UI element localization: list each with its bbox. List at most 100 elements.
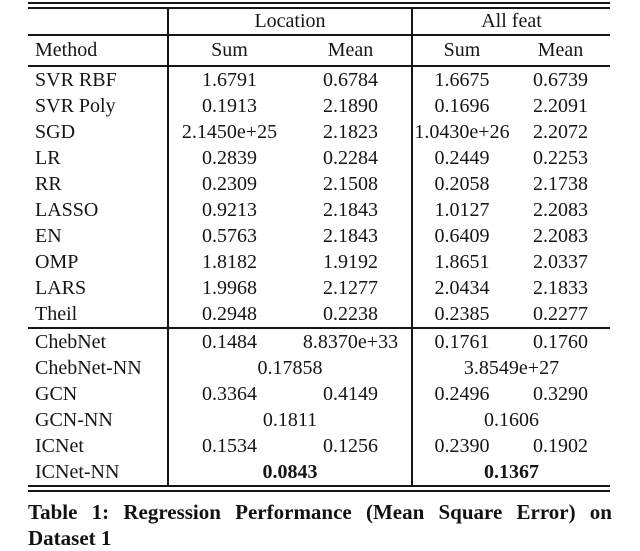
table-caption-line2: Dataset 1	[28, 526, 112, 550]
method-cell: LASSO	[35, 199, 99, 221]
method-cell: SVR Poly	[35, 95, 116, 117]
method-cell: OMP	[35, 251, 79, 273]
value-cell: 2.2083	[533, 225, 588, 247]
table-row-theil: Theil 0.2948 0.2238 0.2385 0.2277	[28, 301, 610, 328]
value-cell: 2.2091	[533, 95, 588, 117]
table-caption: Table 1: Regression Performance (Mean Sq…	[28, 499, 612, 551]
value-cell: 0.2385	[411, 301, 511, 328]
value-cell: 1.8182	[167, 249, 290, 275]
method-cell: LR	[35, 147, 61, 169]
value-cell: 0.1902	[533, 435, 588, 457]
value-cell: 0.1913	[167, 93, 290, 119]
value-cell: 2.1508	[323, 173, 378, 195]
value-cell: 2.2072	[533, 121, 588, 143]
value-cell: 0.1760	[533, 331, 588, 353]
col-header-method: Method	[35, 39, 98, 61]
graph-methods-section: ChebNet 0.1484 8.8370e+33 0.1761 0.1760 …	[28, 328, 610, 489]
value-cell: 2.1823	[323, 121, 378, 143]
group-header-all-feat: All feat	[411, 5, 610, 35]
table-header: Location All feat Method Sum Mean Sum Me…	[28, 5, 610, 66]
value-cell: 1.6675	[411, 66, 511, 93]
table-row-chebnet: ChebNet 0.1484 8.8370e+33 0.1761 0.1760	[28, 328, 610, 355]
value-cell: 0.2284	[323, 147, 378, 169]
value-cell-span: 0.17858	[167, 355, 412, 381]
method-cell: ICNet	[35, 435, 84, 457]
method-cell: SVR RBF	[35, 69, 117, 91]
table-row-gcn: GCN 0.3364 0.4149 0.2496 0.3290	[28, 381, 610, 407]
method-cell: ICNet-NN	[35, 461, 120, 483]
method-cell: RR	[35, 173, 62, 195]
value-cell-span-best: 0.0843	[167, 459, 412, 489]
value-cell: 0.2948	[167, 301, 290, 328]
value-cell: 2.1277	[323, 277, 378, 299]
value-cell: 0.1534	[167, 433, 290, 459]
value-cell: 0.1696	[411, 93, 511, 119]
value-cell: 0.2449	[411, 145, 511, 171]
value-cell: 0.6784	[323, 69, 378, 91]
value-cell: 2.2083	[533, 199, 588, 221]
value-cell: 1.0127	[411, 197, 511, 223]
table-row-sgd: SGD 2.1450e+25 2.1823 1.0430e+26 2.2072	[28, 119, 610, 145]
table-row-icnet: ICNet 0.1534 0.1256 0.2390 0.1902	[28, 433, 610, 459]
value-cell: 1.6791	[167, 66, 290, 93]
value-cell: 0.6739	[533, 69, 588, 91]
method-cell: GCN-NN	[35, 409, 113, 431]
value-cell: 0.9213	[167, 197, 290, 223]
value-cell: 0.1761	[411, 328, 511, 355]
value-cell-span: 3.8549e+27	[411, 355, 610, 381]
value-cell: 2.1833	[533, 277, 588, 299]
value-cell-span: 0.1606	[411, 407, 610, 433]
value-cell: 0.2238	[323, 303, 378, 325]
value-cell: 0.1484	[167, 328, 290, 355]
method-cell: ChebNet-NN	[35, 357, 142, 379]
table-row-svr-poly: SVR Poly 0.1913 2.1890 0.1696 2.2091	[28, 93, 610, 119]
value-cell: 2.1738	[533, 173, 588, 195]
baseline-methods-section: SVR RBF 1.6791 0.6784 1.6675 0.6739 SVR …	[28, 66, 610, 328]
table-row-en: EN 0.5763 2.1843 0.6409 2.2083	[28, 223, 610, 249]
col-header-location-mean: Mean	[327, 39, 374, 61]
method-cell: LARS	[35, 277, 87, 299]
value-cell: 0.2309	[167, 171, 290, 197]
table-row-lasso: LASSO 0.9213 2.1843 1.0127 2.2083	[28, 197, 610, 223]
col-header-allfeat-sum: Sum	[411, 35, 511, 66]
value-cell: 0.1256	[323, 435, 378, 457]
table-row-lr: LR 0.2839 0.2284 0.2449 0.2253	[28, 145, 610, 171]
regression-results-table: Location All feat Method Sum Mean Sum Me…	[28, 2, 610, 492]
value-cell: 1.8651	[411, 249, 511, 275]
col-header-location-sum: Sum	[167, 35, 290, 66]
column-header-row: Method Sum Mean Sum Mean	[28, 35, 610, 66]
value-cell: 2.1843	[323, 199, 378, 221]
table-row-svr-rbf: SVR RBF 1.6791 0.6784 1.6675 0.6739	[28, 66, 610, 93]
value-cell-span-best: 0.1367	[411, 459, 610, 489]
value-cell: 0.2253	[533, 147, 588, 169]
value-cell: 0.2277	[533, 303, 588, 325]
value-cell: 0.2496	[411, 381, 511, 407]
value-cell: 2.1890	[323, 95, 378, 117]
table-row-omp: OMP 1.8182 1.9192 1.8651 2.0337	[28, 249, 610, 275]
group-header-row: Location All feat	[28, 5, 610, 36]
value-cell: 2.0434	[411, 275, 511, 301]
corner-cell	[28, 6, 168, 36]
value-cell: 2.0337	[533, 251, 588, 273]
value-cell: 0.4149	[323, 383, 378, 405]
value-cell: 1.0430e+26	[411, 119, 511, 145]
value-cell: 0.3364	[167, 381, 290, 407]
table-row-lars: LARS 1.9968 2.1277 2.0434 2.1833	[28, 275, 610, 301]
value-cell: 0.3290	[533, 383, 588, 405]
value-cell: 8.8370e+33	[302, 331, 399, 353]
paper-page: Location All feat Method Sum Mean Sum Me…	[28, 2, 612, 551]
value-cell: 0.2058	[411, 171, 511, 197]
value-cell: 0.2390	[411, 433, 511, 459]
method-cell: EN	[35, 225, 62, 247]
value-cell: 2.1843	[323, 225, 378, 247]
table-caption-line1: Table 1: Regression Performance (Mean Sq…	[28, 500, 612, 524]
method-cell: ChebNet	[35, 331, 107, 353]
value-cell: 0.2839	[167, 145, 290, 171]
method-cell: SGD	[35, 121, 76, 143]
value-cell: 1.9968	[167, 275, 290, 301]
table-row-icnet-nn: ICNet-NN 0.0843 0.1367	[28, 459, 610, 489]
value-cell: 1.9192	[323, 251, 378, 273]
value-cell: 0.5763	[167, 223, 290, 249]
table-row-gcn-nn: GCN-NN 0.1811 0.1606	[28, 407, 610, 433]
method-cell: GCN	[35, 383, 78, 405]
